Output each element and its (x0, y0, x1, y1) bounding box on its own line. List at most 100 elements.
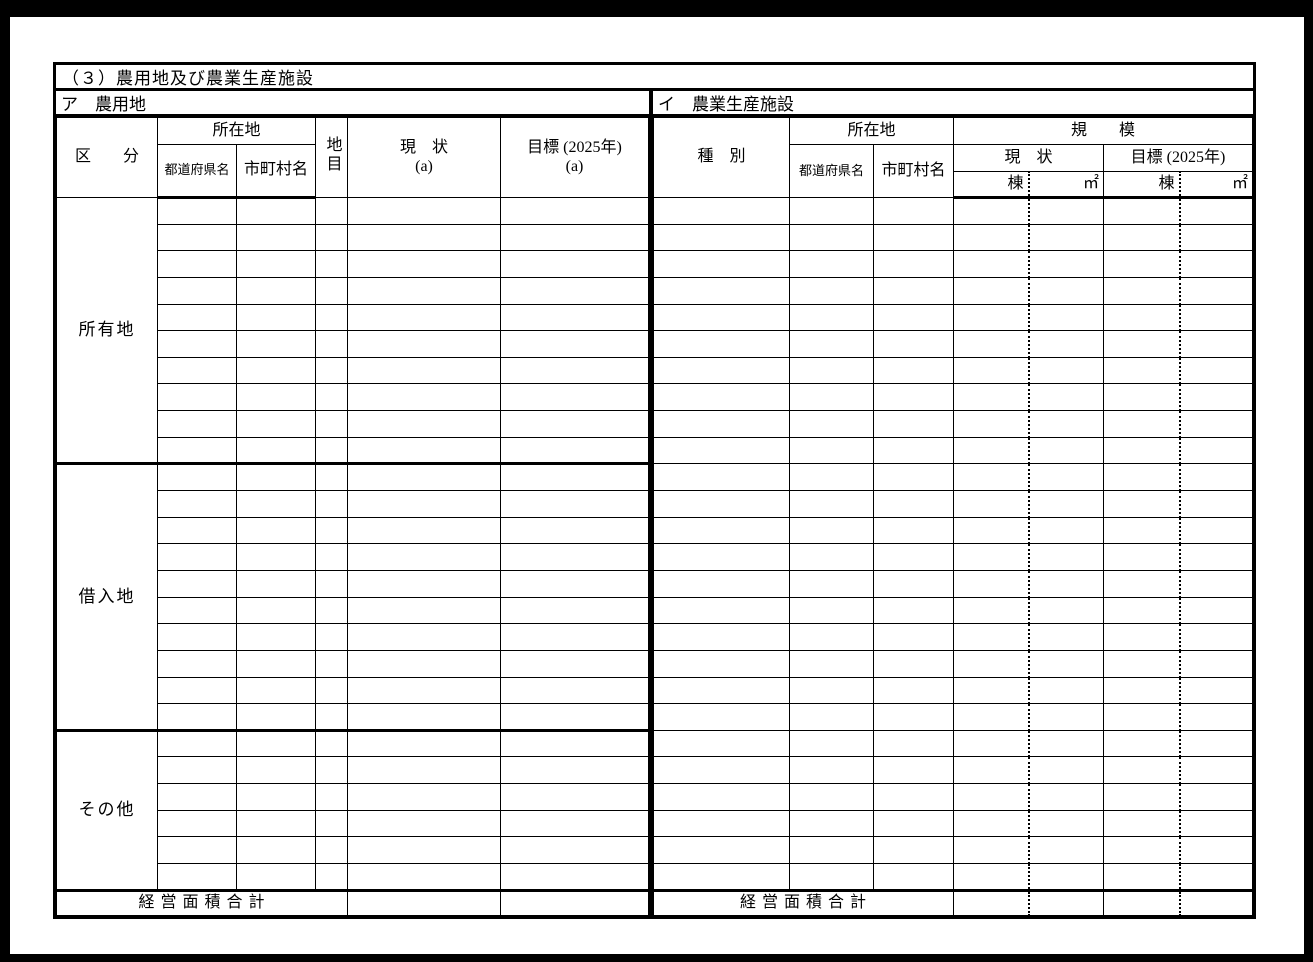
facility-cell-municipality[interactable] (872, 383, 955, 412)
facility-cell-municipality[interactable] (872, 250, 955, 278)
facilities-total-target-buildings[interactable] (1103, 888, 1181, 916)
farmland-cell-municipality[interactable] (235, 330, 317, 358)
farmland-cell-prefecture[interactable] (157, 596, 237, 625)
facility-cell-target-area[interactable] (1178, 836, 1253, 865)
facility-cell-current-buildings[interactable] (953, 649, 1030, 678)
farmland-cell-land-type[interactable] (315, 330, 349, 358)
farmland-cell-target[interactable] (500, 783, 649, 811)
facility-cell-prefecture[interactable] (789, 490, 874, 518)
facility-cell-current-buildings[interactable] (953, 516, 1030, 545)
facility-cell-prefecture[interactable] (789, 863, 874, 891)
facility-cell-current-buildings[interactable] (953, 356, 1030, 385)
facility-cell-municipality[interactable] (872, 703, 955, 731)
facility-cell-current-area[interactable] (1027, 676, 1105, 705)
farmland-cell-land-type[interactable] (315, 543, 349, 571)
facility-cell-target-buildings[interactable] (1103, 623, 1181, 651)
facility-cell-prefecture[interactable] (789, 729, 874, 758)
facility-cell-current-buildings[interactable] (953, 490, 1030, 518)
facility-cell-prefecture[interactable] (789, 356, 874, 385)
facility-cell-type[interactable] (653, 543, 790, 571)
facility-cell-type[interactable] (653, 276, 790, 305)
facility-cell-current-area[interactable] (1027, 649, 1105, 678)
facility-cell-current-area[interactable] (1027, 463, 1105, 492)
farmland-cell-target[interactable] (500, 809, 649, 838)
facility-cell-current-buildings[interactable] (953, 303, 1030, 332)
farmland-cell-prefecture[interactable] (157, 836, 237, 865)
facility-cell-current-buildings[interactable] (953, 809, 1030, 838)
facility-cell-municipality[interactable] (872, 197, 955, 225)
facility-cell-target-area[interactable] (1178, 649, 1253, 678)
farmland-cell-prefecture[interactable] (157, 276, 237, 305)
facility-cell-target-buildings[interactable] (1103, 703, 1181, 731)
facility-cell-current-buildings[interactable] (953, 623, 1030, 651)
farmland-cell-prefecture[interactable] (157, 703, 237, 731)
farmland-cell-target[interactable] (500, 197, 649, 225)
farmland-cell-land-type[interactable] (315, 436, 349, 465)
facility-cell-current-buildings[interactable] (953, 223, 1030, 252)
farmland-cell-prefecture[interactable] (157, 516, 237, 545)
facility-cell-target-buildings[interactable] (1103, 197, 1181, 225)
facility-cell-target-area[interactable] (1178, 783, 1253, 811)
farmland-cell-municipality[interactable] (235, 410, 317, 438)
facility-cell-current-buildings[interactable] (953, 569, 1030, 598)
facility-cell-type[interactable] (653, 703, 790, 731)
facility-cell-current-buildings[interactable] (953, 703, 1030, 731)
facility-cell-current-area[interactable] (1027, 543, 1105, 571)
facility-cell-current-area[interactable] (1027, 436, 1105, 465)
farmland-cell-current[interactable] (347, 623, 502, 651)
facility-cell-target-area[interactable] (1178, 197, 1253, 225)
facility-cell-current-area[interactable] (1027, 197, 1105, 225)
facility-cell-current-area[interactable] (1027, 490, 1105, 518)
farmland-cell-prefecture[interactable] (157, 462, 237, 492)
farmland-cell-land-type[interactable] (315, 836, 349, 865)
farmland-cell-prefecture[interactable] (157, 197, 237, 225)
farmland-cell-municipality[interactable] (235, 703, 317, 731)
facility-cell-target-area[interactable] (1178, 756, 1253, 785)
farmland-cell-target[interactable] (500, 383, 649, 412)
farmland-cell-land-type[interactable] (315, 516, 349, 545)
facility-cell-prefecture[interactable] (789, 623, 874, 651)
farmland-cell-prefecture[interactable] (157, 330, 237, 358)
facility-cell-prefecture[interactable] (789, 569, 874, 598)
farmland-cell-target[interactable] (500, 223, 649, 252)
facility-cell-type[interactable] (653, 836, 790, 865)
facility-cell-current-buildings[interactable] (953, 330, 1030, 358)
farmland-cell-municipality[interactable] (235, 756, 317, 785)
farmland-cell-current[interactable] (347, 516, 502, 545)
farmland-cell-prefecture[interactable] (157, 383, 237, 412)
farmland-cell-target[interactable] (500, 863, 649, 891)
facility-cell-type[interactable] (653, 809, 790, 838)
facility-cell-type[interactable] (653, 729, 790, 758)
farmland-cell-prefecture[interactable] (157, 863, 237, 891)
facility-cell-type[interactable] (653, 250, 790, 278)
facility-cell-target-buildings[interactable] (1103, 490, 1181, 518)
facility-cell-type[interactable] (653, 783, 790, 811)
farmland-cell-target[interactable] (500, 250, 649, 278)
farmland-cell-prefecture[interactable] (157, 783, 237, 811)
facility-cell-prefecture[interactable] (789, 596, 874, 625)
facility-cell-prefecture[interactable] (789, 223, 874, 252)
farmland-cell-current[interactable] (347, 569, 502, 598)
facility-cell-type[interactable] (653, 383, 790, 412)
farmland-cell-land-type[interactable] (315, 356, 349, 385)
facility-cell-target-buildings[interactable] (1103, 756, 1181, 785)
facility-cell-current-buildings[interactable] (953, 729, 1030, 758)
facility-cell-target-area[interactable] (1178, 543, 1253, 571)
facility-cell-prefecture[interactable] (789, 516, 874, 545)
farmland-cell-land-type[interactable] (315, 197, 349, 225)
facility-cell-target-area[interactable] (1178, 463, 1253, 492)
farmland-cell-land-type[interactable] (315, 462, 349, 492)
farmland-cell-municipality[interactable] (235, 676, 317, 705)
farmland-cell-land-type[interactable] (315, 223, 349, 252)
farmland-cell-current[interactable] (347, 543, 502, 571)
farmland-cell-municipality[interactable] (235, 728, 317, 758)
facility-cell-municipality[interactable] (872, 809, 955, 838)
farmland-cell-target[interactable] (500, 356, 649, 385)
facility-cell-municipality[interactable] (872, 516, 955, 545)
farmland-cell-current[interactable] (347, 303, 502, 332)
farmland-cell-land-type[interactable] (315, 728, 349, 758)
farmland-cell-land-type[interactable] (315, 250, 349, 278)
farmland-cell-prefecture[interactable] (157, 303, 237, 332)
facility-cell-target-buildings[interactable] (1103, 543, 1181, 571)
facility-cell-target-buildings[interactable] (1103, 356, 1181, 385)
